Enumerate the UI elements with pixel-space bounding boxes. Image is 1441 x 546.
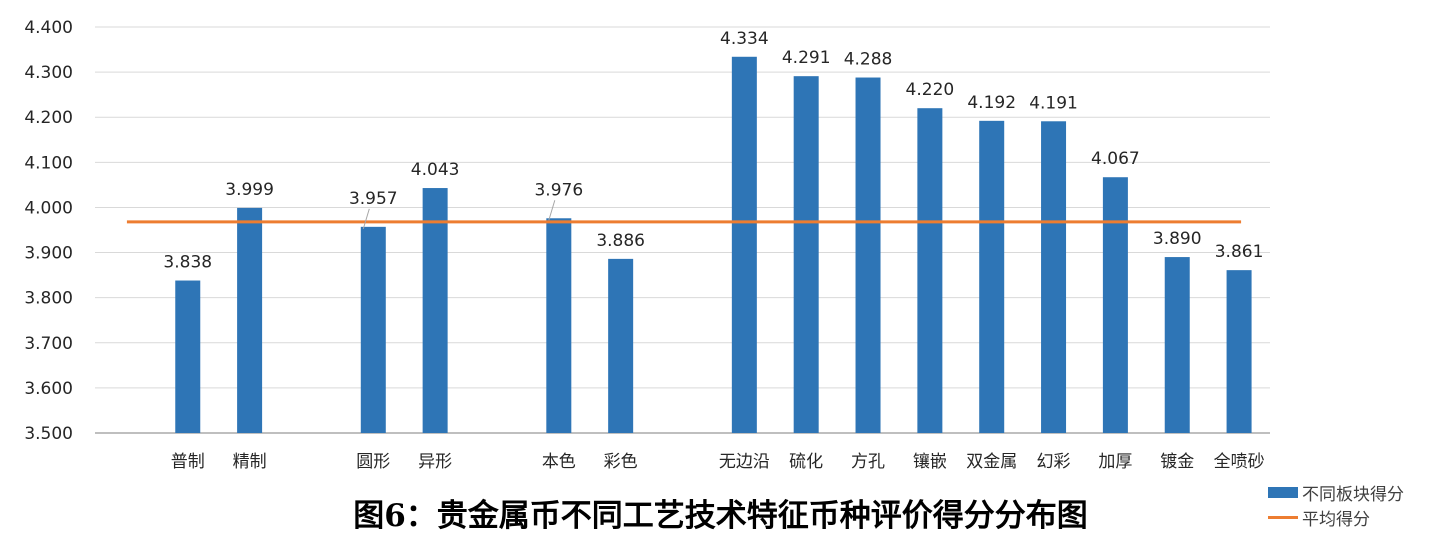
x-tick-label: 幻彩 bbox=[1037, 452, 1071, 472]
x-tick-label: 加厚 bbox=[1098, 452, 1132, 472]
data-label: 4.192 bbox=[967, 93, 1016, 113]
x-tick-label: 镀金 bbox=[1160, 452, 1194, 472]
data-label: 3.890 bbox=[1153, 229, 1202, 249]
bar bbox=[360, 226, 386, 433]
legend-label-line: 平均得分 bbox=[1302, 510, 1370, 530]
data-label: 4.334 bbox=[720, 29, 769, 49]
bar bbox=[422, 188, 448, 433]
x-tick-label: 彩色 bbox=[604, 452, 638, 472]
x-tick-label: 硫化 bbox=[789, 452, 823, 472]
legend: 不同板块得分 平均得分 bbox=[1268, 480, 1404, 530]
data-label: 4.291 bbox=[782, 48, 831, 68]
y-tick-label: 4.400 bbox=[24, 18, 73, 38]
bar bbox=[1164, 257, 1190, 433]
leader-line bbox=[362, 208, 370, 229]
data-label: 4.220 bbox=[906, 80, 955, 100]
bar bbox=[175, 280, 201, 433]
data-label: 3.886 bbox=[596, 231, 645, 251]
bar bbox=[1041, 121, 1067, 433]
data-label: 3.957 bbox=[349, 189, 398, 209]
y-tick-label: 3.500 bbox=[24, 424, 73, 444]
bar bbox=[979, 120, 1005, 433]
data-label: 4.191 bbox=[1029, 93, 1078, 113]
legend-label-bar: 不同板块得分 bbox=[1302, 485, 1404, 505]
data-label: 3.999 bbox=[225, 180, 274, 200]
data-label: 4.043 bbox=[411, 160, 460, 180]
x-tick-label: 双金属 bbox=[966, 452, 1017, 472]
x-tick-label: 精制 bbox=[233, 452, 267, 472]
bar bbox=[731, 56, 757, 433]
data-label: 3.861 bbox=[1215, 242, 1264, 262]
bar bbox=[546, 218, 572, 433]
x-tick-label: 普制 bbox=[171, 452, 205, 472]
x-tick-label: 本色 bbox=[542, 452, 576, 472]
y-tick-label: 3.600 bbox=[24, 379, 73, 399]
x-tick-label: 方孔 bbox=[851, 452, 885, 472]
y-tick-label: 3.900 bbox=[24, 244, 73, 264]
x-tick-label: 镶嵌 bbox=[913, 451, 947, 472]
y-tick-label: 3.700 bbox=[24, 334, 73, 354]
y-tick-label: 4.300 bbox=[24, 63, 73, 83]
bar bbox=[1102, 177, 1128, 433]
bar bbox=[855, 77, 881, 433]
y-tick-label: 3.800 bbox=[24, 289, 73, 309]
legend-swatch-bar bbox=[1268, 487, 1298, 498]
bar bbox=[793, 76, 819, 433]
x-tick-label: 无边沿 bbox=[719, 452, 770, 472]
data-label: 4.288 bbox=[844, 50, 893, 70]
x-tick-label: 异形 bbox=[418, 452, 452, 472]
x-tick-label: 全喷砂 bbox=[1214, 452, 1265, 472]
x-tick-label: 圆形 bbox=[356, 452, 390, 472]
y-tick-label: 4.100 bbox=[24, 153, 73, 173]
chart-title: 图6：贵金属币不同工艺技术特征币种评价得分分布图 bbox=[353, 498, 1088, 534]
legend-item-line: 平均得分 bbox=[1268, 505, 1404, 530]
bar bbox=[1226, 270, 1252, 433]
leader-line bbox=[548, 200, 556, 221]
data-label: 3.976 bbox=[534, 180, 583, 200]
bar bbox=[237, 207, 263, 433]
legend-item-bar: 不同板块得分 bbox=[1268, 480, 1404, 505]
y-tick-label: 4.000 bbox=[24, 198, 73, 218]
data-label: 4.067 bbox=[1091, 149, 1140, 169]
data-label: 3.838 bbox=[163, 253, 212, 273]
legend-swatch-line bbox=[1268, 516, 1298, 519]
bar bbox=[608, 258, 634, 433]
bar-chart: 3.500 3.600 3.700 3.800 3.900 4.000 4.100 4.200… bbox=[24, 18, 1270, 472]
y-tick-label: 4.200 bbox=[24, 108, 73, 128]
bar bbox=[917, 108, 943, 433]
